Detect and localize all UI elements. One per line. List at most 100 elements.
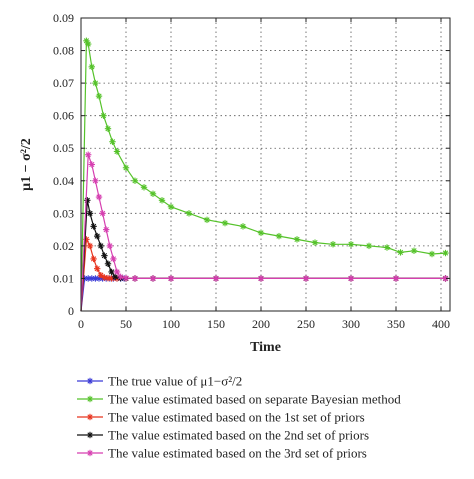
star-stroke <box>103 226 109 233</box>
y-tick-label: 0.06 <box>53 109 74 123</box>
star-stroke <box>89 64 95 70</box>
series-2 <box>80 37 449 312</box>
star-stroke <box>186 210 192 216</box>
data-point <box>428 250 436 258</box>
star-stroke <box>294 236 300 243</box>
axes <box>80 17 451 312</box>
star-stroke <box>99 210 106 216</box>
star-stroke <box>213 275 219 282</box>
star-stroke <box>92 178 99 184</box>
star-stroke <box>90 256 97 262</box>
x-axis-title: Time <box>250 340 281 355</box>
star-stroke <box>114 148 120 155</box>
data-point <box>257 275 265 282</box>
x-tick-label: 100 <box>162 317 180 331</box>
data-point <box>85 40 92 48</box>
star-stroke <box>87 450 93 456</box>
data-point <box>112 273 119 281</box>
star-stroke <box>150 191 156 197</box>
data-point <box>88 63 95 71</box>
data-point <box>221 219 229 227</box>
legend-marker <box>86 413 94 421</box>
star-stroke <box>85 152 91 158</box>
star-stroke <box>132 275 138 282</box>
x-tick-label: 250 <box>297 317 315 331</box>
star-stroke <box>397 249 404 256</box>
data-point <box>167 203 175 211</box>
data-point <box>88 161 95 168</box>
star-stroke <box>442 275 449 282</box>
star-stroke <box>258 275 264 282</box>
data-point <box>84 197 91 204</box>
star-stroke <box>442 250 449 256</box>
data-point <box>85 151 92 158</box>
data-point <box>92 177 99 184</box>
star-stroke <box>87 396 93 402</box>
star-stroke <box>94 266 100 272</box>
tick-labels: 0 50 100 150 200 250 300 350 400 0 0.01 0.02 0.03 0.0… <box>53 11 450 331</box>
legend-marker <box>86 449 94 457</box>
data-point <box>329 241 337 248</box>
data-point <box>113 268 121 276</box>
x-tick-label: 0 <box>78 317 84 331</box>
data-point <box>365 242 373 250</box>
star-stroke <box>132 178 138 184</box>
data-point <box>149 275 157 282</box>
data-point <box>293 236 301 243</box>
x-tick-label: 150 <box>207 317 225 331</box>
star-stroke <box>105 126 111 132</box>
data-point <box>95 193 103 201</box>
y-tick-label: 0.03 <box>53 206 74 220</box>
star-stroke <box>150 275 156 282</box>
star-stroke <box>100 113 107 119</box>
star-stroke <box>83 38 90 44</box>
data-point <box>97 242 104 250</box>
data-point <box>185 210 193 217</box>
star-stroke <box>92 80 99 86</box>
data-point <box>86 210 94 217</box>
y-tick-label: 0.01 <box>53 271 74 285</box>
x-tick-label: 350 <box>387 317 405 331</box>
x-tick-label: 200 <box>252 317 270 331</box>
star-stroke <box>204 217 210 223</box>
star-stroke <box>366 243 372 249</box>
legend-marker <box>86 395 94 403</box>
legend-label: The value estimated based on the 2nd set… <box>108 428 369 443</box>
star-stroke <box>168 204 174 210</box>
legend-label: The true value of μ1−σ²/2 <box>108 374 242 389</box>
star-stroke <box>312 240 318 246</box>
y-tick-label: 0.02 <box>53 239 74 253</box>
legend-marker <box>86 377 94 385</box>
y-tick-label: 0.09 <box>53 11 74 25</box>
y-axis-title: μ1 − σ²/2 <box>19 138 34 191</box>
star-stroke <box>105 261 111 267</box>
star-stroke <box>87 243 93 249</box>
y-tick-label: 0 <box>68 304 74 318</box>
star-stroke <box>276 233 282 239</box>
star-stroke <box>348 241 354 247</box>
star-stroke <box>240 223 246 229</box>
data-point <box>131 275 139 282</box>
star-stroke <box>98 272 104 278</box>
data-point <box>106 242 113 250</box>
data-point <box>113 148 121 155</box>
star-stroke <box>303 275 309 282</box>
data-point <box>94 265 101 272</box>
data-point <box>410 247 418 254</box>
data-point <box>94 232 101 240</box>
star-stroke <box>123 275 129 281</box>
y-tick-label: 0.07 <box>53 76 74 90</box>
data-point <box>383 244 391 251</box>
data-point <box>109 138 116 145</box>
data-point <box>311 239 319 246</box>
star-stroke <box>384 244 390 251</box>
star-stroke <box>90 223 97 229</box>
data-point <box>122 274 130 282</box>
legend-label: The value estimated based on separate Ba… <box>108 392 401 407</box>
star-stroke <box>87 378 93 384</box>
star-stroke <box>101 253 108 259</box>
data-point <box>347 241 355 248</box>
data-point <box>140 184 148 191</box>
legend-marker <box>86 431 94 439</box>
